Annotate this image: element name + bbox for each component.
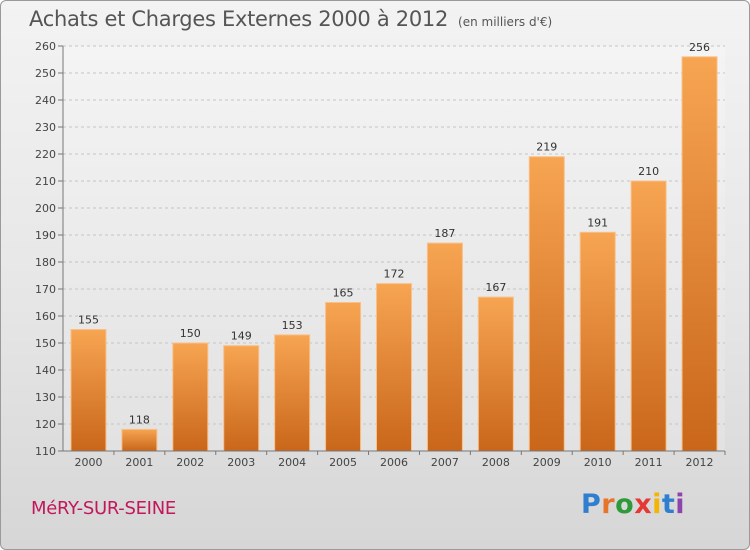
y-tick-label: 210 xyxy=(35,175,56,188)
bar xyxy=(376,283,412,452)
data-label: 256 xyxy=(689,41,710,54)
data-label: 165 xyxy=(333,287,354,300)
logo-letter: t xyxy=(661,489,676,520)
bar xyxy=(426,242,463,452)
proxiti-logo: Proxiti xyxy=(581,489,685,520)
x-tick-label: 2011 xyxy=(635,456,663,469)
y-tick-label: 170 xyxy=(35,283,56,296)
y-axis: 110 120 130 140 150 160 170 180 190 200 210 220 230 2… xyxy=(35,40,64,458)
x-tick-label: 2008 xyxy=(482,456,510,469)
data-label: 153 xyxy=(282,319,303,332)
y-tick-label: 200 xyxy=(35,202,56,215)
y-tick-label: 110 xyxy=(35,445,56,458)
bar xyxy=(477,296,514,452)
logo-letter: i xyxy=(675,489,686,520)
x-tick-label: 2012 xyxy=(686,456,714,469)
x-tick-label: 2002 xyxy=(176,456,204,469)
x-tick-label: 2001 xyxy=(125,456,153,469)
data-label: 219 xyxy=(536,141,557,154)
data-label: 210 xyxy=(638,165,659,178)
bar xyxy=(681,56,718,452)
data-label: 150 xyxy=(180,327,201,340)
bar xyxy=(630,180,667,452)
chart-title: Achats et Charges Externes 2000 à 2012 (e… xyxy=(29,7,552,31)
bar xyxy=(274,334,311,452)
logo-letter: r xyxy=(601,489,616,520)
x-tick-label: 2003 xyxy=(227,456,255,469)
y-tick-label: 140 xyxy=(35,364,56,377)
x-tick-label: 2010 xyxy=(584,456,612,469)
x-tick-label: 2005 xyxy=(329,456,357,469)
y-tick-label: 130 xyxy=(35,391,56,404)
y-tick-label: 190 xyxy=(35,229,56,242)
y-tick-label: 220 xyxy=(35,148,56,161)
bar xyxy=(70,329,107,452)
logo-letter: x xyxy=(634,489,653,520)
x-tick-label: 2009 xyxy=(533,456,561,469)
data-label: 155 xyxy=(78,314,99,327)
chart-title-text: Achats et Charges Externes 2000 à 2012 xyxy=(29,7,449,31)
bar xyxy=(579,231,616,452)
data-label: 118 xyxy=(129,413,150,426)
data-label: 187 xyxy=(434,227,455,240)
x-axis: 2000 2001 2002 2003 2004 2005 2006 2007 2008 2009… xyxy=(63,450,726,469)
x-tick-label: 2000 xyxy=(74,456,102,469)
data-label: 191 xyxy=(587,216,608,229)
logo-letter: o xyxy=(615,489,635,520)
chart-subtitle: (en milliers d'€) xyxy=(458,15,553,29)
y-tick-label: 250 xyxy=(35,67,56,80)
commune-name: MéRY-SUR-SEINE xyxy=(31,498,176,519)
logo-letter: P xyxy=(581,489,602,520)
y-tick-label: 230 xyxy=(35,121,56,134)
x-tick-label: 2007 xyxy=(431,456,459,469)
x-tick-label: 2006 xyxy=(380,456,408,469)
y-tick-label: 120 xyxy=(35,418,56,431)
bar xyxy=(528,156,565,452)
bars: 155 118 150 149 153 165 172 187 167 219 191 210 256 xyxy=(70,41,718,452)
bar xyxy=(121,428,158,452)
y-tick-label: 240 xyxy=(35,94,56,107)
x-tick-label: 2004 xyxy=(278,456,306,469)
bar xyxy=(223,345,260,452)
bar xyxy=(325,302,362,452)
y-tick-label: 150 xyxy=(35,337,56,350)
y-tick-label: 180 xyxy=(35,256,56,269)
bar xyxy=(172,342,209,452)
y-tick-label: 260 xyxy=(35,40,56,53)
data-label: 167 xyxy=(485,281,506,294)
logo-letter: i xyxy=(652,489,662,520)
y-tick-label: 160 xyxy=(35,310,56,323)
data-label: 172 xyxy=(384,268,405,281)
data-label: 149 xyxy=(231,330,252,343)
